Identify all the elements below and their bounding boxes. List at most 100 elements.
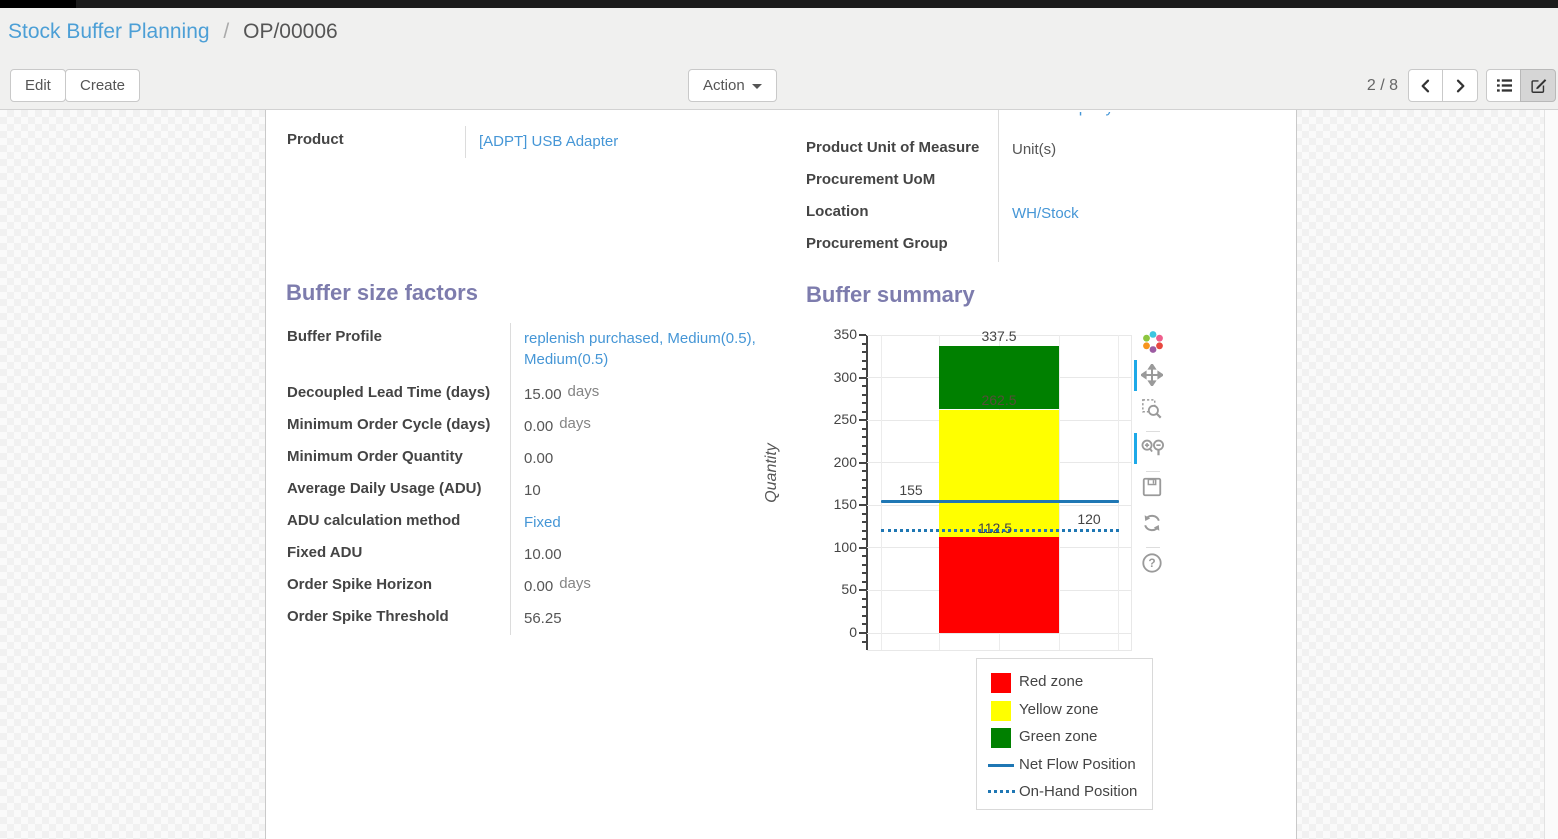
field-value-product[interactable]: [ADPT] USB Adapter <box>465 126 787 158</box>
modebar-separator <box>1146 471 1160 472</box>
y-tick-major <box>859 461 866 464</box>
modebar-separator <box>1146 431 1160 432</box>
field-link[interactable]: Fixed <box>524 514 561 531</box>
y-tick-label: 300 <box>833 368 857 385</box>
prev-record-button[interactable] <box>1408 69 1444 102</box>
field-row-decoupled-lead-time-days: Decoupled Lead Time (days) 15.00 days <box>287 379 787 411</box>
x-gridline <box>1059 335 1060 650</box>
field-value-location[interactable]: WH/Stock <box>998 198 1276 230</box>
annotation-bar-top: 337.5 <box>981 327 1017 344</box>
list-view-button[interactable] <box>1486 69 1522 102</box>
y-tick-minor <box>862 640 866 643</box>
annotation-green-bottom: 262.5 <box>981 391 1017 408</box>
field-row-product-unit-of-measure: Product Unit of Measure Unit(s) <box>806 134 1276 166</box>
legend-dotted-swatch <box>988 790 1015 793</box>
y-tick-minor <box>862 393 866 396</box>
field-row-product: Product [ADPT] USB Adapter <box>287 126 787 158</box>
x-gridline <box>881 335 882 650</box>
field-label: Minimum Order Cycle (days) <box>287 416 491 433</box>
field-link[interactable]: WH/Stock <box>1012 205 1079 222</box>
control-panel: Stock Buffer Planning / OP/00006 Edit Cr… <box>0 8 1558 110</box>
form-view-button[interactable] <box>1520 69 1556 102</box>
svg-text:?: ? <box>1148 556 1155 570</box>
field-label: Order Spike Threshold <box>287 608 449 625</box>
legend-item-on-hand-position[interactable]: On-Hand Position <box>977 781 1152 807</box>
zoom-in-out-icon[interactable] <box>1141 436 1165 460</box>
y-tick-minor <box>862 402 866 405</box>
field-row-minimum-order-cycle-days: Minimum Order Cycle (days) 0.00 days <box>287 411 787 443</box>
chevron-right-icon <box>1456 79 1465 92</box>
field-label: ADU calculation method <box>287 512 461 529</box>
field-value-procurement-uom <box>998 166 1276 198</box>
zone-yellow-zone <box>939 409 1059 538</box>
y-tick-major <box>859 546 866 549</box>
field-unit: days <box>559 575 591 592</box>
field-label: Product Unit of Measure <box>806 139 980 156</box>
y-tick-label: 100 <box>833 538 857 555</box>
annotation-nfp: 155 <box>899 482 923 499</box>
field-row-order-spike-threshold: Order Spike Threshold 56.25 <box>287 603 787 635</box>
y-tick-minor <box>862 597 866 600</box>
x-gridline <box>1118 335 1119 650</box>
legend-item-red-zone[interactable]: Red zone <box>977 671 1152 697</box>
y-tick-minor <box>862 538 866 541</box>
field-text: 56.25 <box>524 610 562 627</box>
zoom-icon[interactable] <box>1141 398 1165 422</box>
list-view-icon <box>1496 79 1512 92</box>
field-link[interactable]: replenish purchased, Medium(0.5), Medium… <box>524 330 756 368</box>
create-button[interactable]: Create <box>65 69 141 102</box>
field-value-average-daily-usage-adu: 10 <box>510 475 787 507</box>
field-value-buffer-profile[interactable]: replenish purchased, Medium(0.5), Medium… <box>510 323 787 379</box>
section-title-buffer-size-factors: Buffer size factors <box>286 280 478 305</box>
chart-modebar: ? <box>1132 330 1176 590</box>
field-value-minimum-order-quantity: 0.00 <box>510 443 787 475</box>
refresh-icon[interactable] <box>1141 512 1165 536</box>
field-label: Product <box>287 131 344 148</box>
save-icon[interactable] <box>1141 476 1165 500</box>
field-row-buffer-profile: Buffer Profile replenish purchased, Mediu… <box>287 323 787 379</box>
legend-label: On-Hand Position <box>1019 783 1138 800</box>
section-title-buffer-summary: Buffer summary <box>806 282 975 307</box>
legend-item-net-flow-position[interactable]: Net Flow Position <box>977 754 1152 780</box>
y-tick-label: 200 <box>833 453 857 470</box>
modebar-active-indicator <box>1134 433 1137 464</box>
modebar-separator <box>1146 547 1160 548</box>
y-tick-minor <box>862 572 866 575</box>
form-view-icon <box>1530 79 1546 93</box>
zone-green-zone <box>939 345 1059 410</box>
y-tick-major <box>859 589 866 592</box>
field-link[interactable]: [ADPT] USB Adapter <box>479 133 619 150</box>
field-row-minimum-order-quantity: Minimum Order Quantity 0.00 <box>287 443 787 475</box>
field-value-decoupled-lead-time-days: 15.00 days <box>510 379 787 411</box>
action-button[interactable]: Action <box>688 69 777 102</box>
y-tick-minor <box>862 470 866 473</box>
pan-icon[interactable] <box>1139 362 1165 388</box>
field-value-adu-calculation-method[interactable]: Fixed <box>510 507 787 539</box>
breadcrumb-parent-link[interactable]: Stock Buffer Planning <box>8 20 210 43</box>
legend-item-green-zone[interactable]: Green zone <box>977 726 1152 752</box>
legend-label: Yellow zone <box>1019 700 1099 718</box>
field-text: 0.00 <box>524 578 554 595</box>
y-tick-label: 50 <box>841 581 857 598</box>
legend-swatch-red-zone <box>991 673 1011 693</box>
help-icon[interactable]: ? <box>1141 552 1165 576</box>
annotation-red-top: 112.5 <box>978 520 1012 537</box>
legend-item-yellow-zone[interactable]: Yellow zone <box>977 699 1152 725</box>
form-sheet: Product [ADPT] USB Adapter Company Product… <box>265 110 1297 839</box>
breadcrumb-separator: / <box>223 20 230 43</box>
plotly-logo-icon[interactable] <box>1141 330 1165 354</box>
field-value-order-spike-horizon: 0.00 days <box>510 571 787 603</box>
field-row-average-daily-usage-adu: Average Daily Usage (ADU) 10 <box>287 475 787 507</box>
field-row-adu-calculation-method: ADU calculation method Fixed <box>287 507 787 539</box>
field-label: Average Daily Usage (ADU) <box>287 480 482 497</box>
scrollbar-track[interactable] <box>1544 110 1558 839</box>
y-tick-major <box>859 376 866 379</box>
buffer-summary-chart: Quantity 0 50 100 150 200 250 300 350 337.5 262.5… <box>763 322 1286 832</box>
legend: Red zone Yellow zone Green zone Net Flow Po… <box>976 658 1153 810</box>
action-button-label: Action <box>703 77 745 94</box>
edit-button[interactable]: Edit <box>10 69 66 102</box>
field-label: Procurement UoM <box>806 171 936 188</box>
next-record-button[interactable] <box>1442 69 1478 102</box>
field-text: 10 <box>524 482 541 499</box>
field-row-clipped: Company <box>806 110 1276 134</box>
